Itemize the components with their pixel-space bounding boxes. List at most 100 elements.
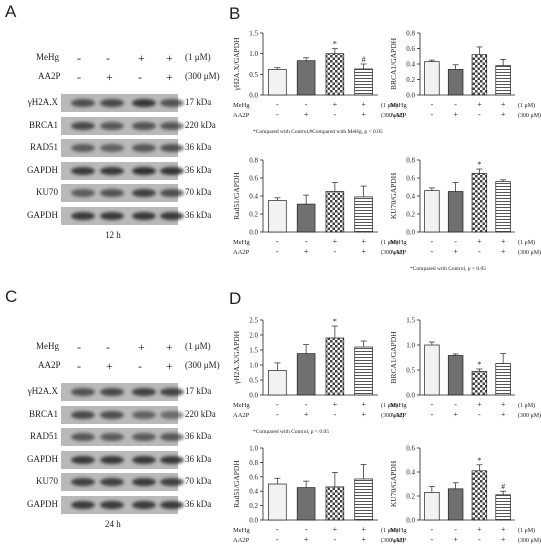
blot-band xyxy=(71,189,95,197)
treatment-sign: + xyxy=(166,340,173,354)
blot-band xyxy=(100,144,124,152)
blot-band xyxy=(132,144,156,152)
blot-strip xyxy=(61,428,184,446)
panel-label-c: C xyxy=(5,287,18,306)
treatment-sign: + xyxy=(477,100,482,109)
treatment-sign: + xyxy=(453,110,458,119)
significance-footnote: *Compared with Control,#Compared with Me… xyxy=(253,129,383,135)
treatment-sign: + xyxy=(333,237,338,246)
treatment-sign: + xyxy=(501,247,506,256)
blot-band xyxy=(132,410,156,419)
blot-strip xyxy=(61,116,184,135)
blot-band xyxy=(132,500,156,509)
treatment-dose: (300 μM) xyxy=(518,112,541,119)
treatment-dose: (300 μM) xyxy=(381,249,404,256)
y-tick-label: 1.0 xyxy=(406,342,415,350)
treatment-sign: + xyxy=(501,410,506,419)
bar xyxy=(268,483,287,521)
bar xyxy=(447,191,464,233)
molecular-weight-label: 220 kDa xyxy=(185,408,216,419)
blot-band xyxy=(71,455,95,464)
treatment-name: AA2P xyxy=(233,537,250,544)
blot-band xyxy=(132,211,156,220)
significance-footnote: *Compared with Control, p < 0.05 xyxy=(410,266,486,272)
y-tick-label: 0.6 xyxy=(406,45,415,53)
bar xyxy=(424,344,440,396)
blot-band xyxy=(160,121,184,130)
protein-label: GAPDH xyxy=(26,453,58,464)
treatment-name: AA2P xyxy=(390,412,407,419)
bar xyxy=(354,478,373,521)
y-axis-title: γH2A.X/GAPDH xyxy=(232,37,241,92)
bar xyxy=(325,337,345,396)
y-axis-title: BRCA1/GAPDH xyxy=(389,331,398,384)
y-tick-label: 1.0 xyxy=(249,50,258,58)
treatment-sign: + xyxy=(106,70,113,84)
protein-label: GAPDH xyxy=(26,164,58,175)
bar xyxy=(325,486,345,521)
treatment-sign: - xyxy=(305,525,308,534)
y-tick-label: 0.0 xyxy=(406,517,415,525)
treatment-dose: (300 μM) xyxy=(518,412,541,419)
treatment-name: AA2P xyxy=(38,360,61,370)
treatment-sign: - xyxy=(454,400,457,409)
treatment-sign: + xyxy=(166,359,173,373)
blot-strip xyxy=(61,473,184,491)
y-tick-label: 1.5 xyxy=(249,30,258,38)
blot-band xyxy=(100,478,124,486)
treatment-sign: - xyxy=(431,237,434,246)
bar xyxy=(424,492,440,521)
treatment-sign: - xyxy=(106,51,110,65)
blot-band xyxy=(160,455,184,464)
bar xyxy=(471,173,488,233)
treatment-dose: (300 μM) xyxy=(518,537,541,544)
treatment-sign: - xyxy=(276,100,279,109)
bar xyxy=(354,196,373,233)
treatment-sign: + xyxy=(501,100,506,109)
y-tick-label: 0.8 xyxy=(249,157,258,165)
significance-mark: * xyxy=(477,360,481,369)
blot-band xyxy=(100,121,124,130)
protein-label: γH2A.X xyxy=(27,386,58,396)
treatment-dose: (1 μM) xyxy=(185,341,211,351)
panel-label-b: B xyxy=(229,4,241,23)
treatment-sign: - xyxy=(106,340,110,354)
treatment-dose: (300 μM) xyxy=(185,71,220,81)
treatment-name: MeHg xyxy=(233,402,250,409)
treatment-sign: + xyxy=(333,525,338,534)
blot-band xyxy=(132,121,156,130)
bar xyxy=(495,181,511,233)
treatment-name: AA2P xyxy=(390,112,407,119)
y-tick-label: 1.0 xyxy=(249,445,258,453)
significance-mark: * xyxy=(333,317,337,326)
significance-mark: * xyxy=(333,40,337,49)
treatment-sign: - xyxy=(305,100,308,109)
treatment-sign: + xyxy=(501,525,506,534)
blot-band xyxy=(132,166,156,175)
treatment-sign: - xyxy=(276,110,279,119)
panel-label-d: D xyxy=(229,289,242,308)
y-tick-label: 0.0 xyxy=(249,92,258,100)
treatment-sign: + xyxy=(304,110,309,119)
treatment-sign: - xyxy=(138,70,142,84)
protein-label: BRCA1 xyxy=(28,408,58,419)
treatment-dose: (1 μM) xyxy=(518,527,535,534)
panel-label-a: A xyxy=(5,2,17,21)
treatment-sign: - xyxy=(77,51,81,65)
y-axis-title: KU70/GAPDH xyxy=(389,460,398,507)
treatment-sign: - xyxy=(276,237,279,246)
treatment-sign: - xyxy=(334,410,337,419)
blot-strip xyxy=(61,184,184,202)
treatment-name: AA2P xyxy=(233,112,250,119)
treatment-dose: (300 μM) xyxy=(381,412,404,419)
treatment-name: MeHg xyxy=(390,527,407,534)
blot-row-ku70: KU70 70 kDa xyxy=(0,184,228,202)
treatment-sign: + xyxy=(361,410,366,419)
treatment-sign: + xyxy=(361,400,366,409)
molecular-weight-label: 70 kDa xyxy=(185,476,212,486)
treatment-sign: - xyxy=(77,70,81,84)
molecular-weight-label: 36 kDa xyxy=(185,431,212,441)
blot-band xyxy=(71,388,95,396)
blot-strip xyxy=(61,495,184,514)
